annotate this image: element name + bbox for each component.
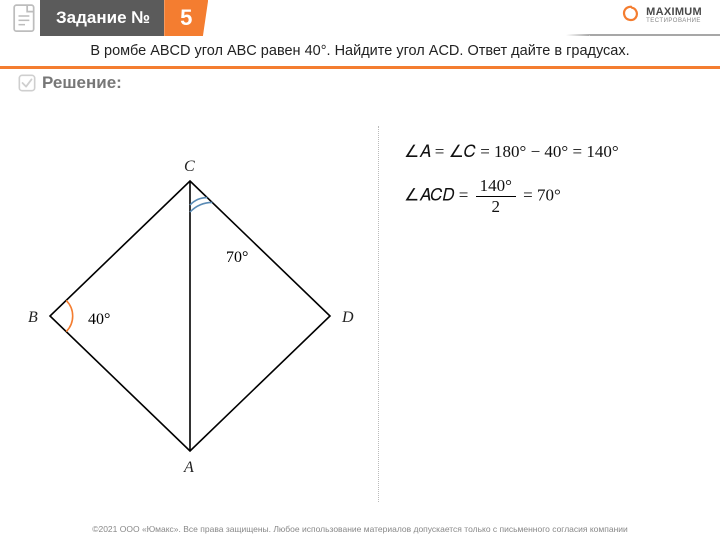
- math-line-1: ∠𝐴 = ∠𝐶 = 180° − 40° = 140°: [404, 138, 702, 167]
- solution-math: ∠𝐴 = ∠𝐶 = 180° − 40° = 140° ∠𝐴𝐶𝐷 = 140°2…: [404, 138, 702, 226]
- angle-40-label: 40°: [88, 311, 110, 328]
- vertex-c-label: C: [184, 158, 195, 175]
- math-line1-res: 140°: [586, 142, 618, 161]
- vertex-d-label: D: [341, 309, 354, 326]
- vertex-a-label: A: [183, 459, 194, 476]
- math-line-2: ∠𝐴𝐶𝐷 = 140°2 = 70°: [404, 177, 702, 216]
- fraction-num: 140°: [476, 177, 516, 197]
- solution-header: Решение:: [18, 73, 720, 93]
- math-line1-pre: ∠𝐴 = ∠𝐶 = 180° − 40° =: [404, 142, 586, 161]
- logo-underline-wedge: [565, 34, 590, 36]
- rhombus-diagram: C D A B 40° 70°: [10, 126, 370, 506]
- task-number: 5: [164, 0, 208, 36]
- fraction-den: 2: [476, 197, 516, 216]
- logo-swirl-icon: [620, 4, 642, 26]
- logo-subtext: ТЕСТИРОВАНИЕ: [646, 18, 702, 24]
- task-bar: Задание № 5: [40, 0, 208, 36]
- brand-logo: MAXIMUM ТЕСТИРОВАНИЕ: [620, 4, 702, 26]
- logo-text: MAXIMUM: [646, 6, 702, 18]
- check-icon: [18, 74, 36, 92]
- solution-label: Решение:: [42, 73, 122, 93]
- angle-70-label: 70°: [226, 249, 248, 266]
- slide-header: Задание № 5 MAXIMUM ТЕСТИРОВАНИЕ: [0, 0, 720, 36]
- logo-underline: [590, 34, 720, 36]
- document-icon: [12, 4, 38, 32]
- copyright-footer: ©2021 ООО «Юмакс». Все права защищены. Л…: [0, 524, 720, 534]
- problem-statement: В ромбе ABCD угол ABC равен 40°. Найдите…: [0, 36, 720, 62]
- vertical-divider: [378, 126, 379, 502]
- slide-root: Задание № 5 MAXIMUM ТЕСТИРОВАНИЕ В ромбе…: [0, 0, 720, 540]
- math-line2-post: = 70°: [519, 185, 561, 204]
- accent-divider: [0, 66, 720, 69]
- math-line2-pre: ∠𝐴𝐶𝐷 =: [404, 185, 473, 204]
- content-area: C D A B 40° 70° ∠𝐴 = ∠𝐶 = 180° − 40° = 1…: [0, 106, 720, 512]
- task-label: Задание №: [40, 0, 164, 36]
- fraction: 140°2: [476, 177, 516, 216]
- vertex-b-label: B: [28, 309, 38, 326]
